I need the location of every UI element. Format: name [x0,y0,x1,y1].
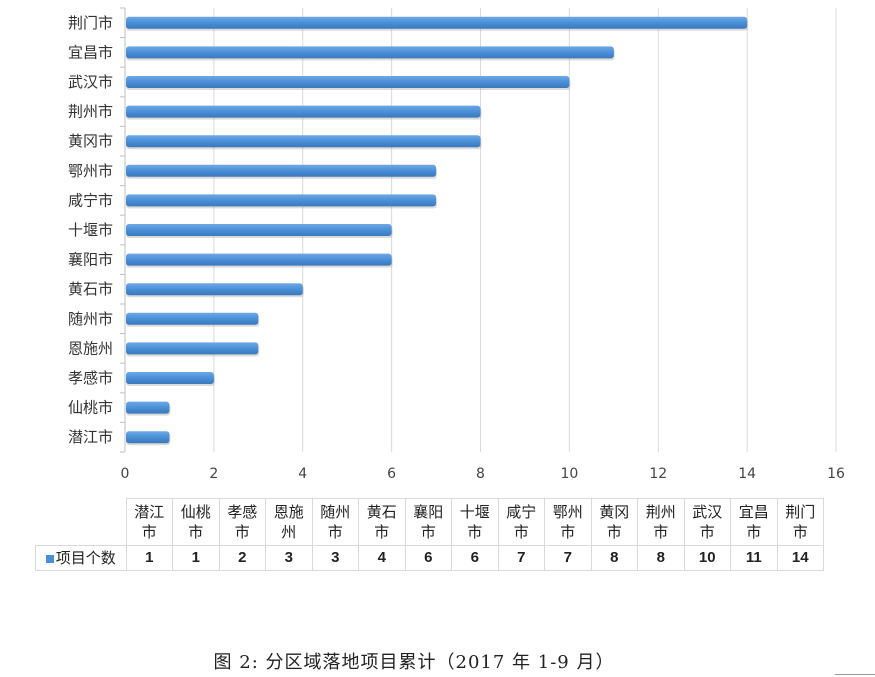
bar [126,401,170,414]
bar-chart: 0 2 4 6 8 10 12 14 16 潜江市 仙桃市 孝感市 恩施州 随州市 黄石市 襄阳市 十堰市 咸宁市… [68,7,845,482]
x-tick-label: 0 [121,466,130,482]
table-header-cell: 荆门市 [776,498,824,546]
table-value-cell: 1 [172,544,220,571]
table-header-cell: 襄阳市 [404,498,452,546]
table-value-cell: 8 [590,544,638,571]
table-value-cell: 14 [776,544,824,571]
table-value-cell: 7 [544,544,592,571]
bar [126,164,437,177]
bar [126,253,392,266]
x-tick-label: 8 [476,466,485,482]
table-value-cell: 3 [311,544,359,571]
x-tick-label: 14 [738,466,756,482]
category-label: 孝感市 [68,369,113,387]
table-value-cell: 10 [683,544,731,571]
category-label: 黄冈市 [68,132,113,150]
divider [835,674,875,675]
table-header-cell: 恩施州 [265,498,313,546]
table-header-cell: 黄石市 [358,498,406,546]
category-label: 潜江市 [68,428,113,446]
category-label: 武汉市 [68,73,113,91]
table-header-cell: 十堰市 [451,498,499,546]
x-tick-label: 12 [649,466,667,482]
table-header-cell: 仙桃市 [172,498,220,546]
table-header-cell: 孝感市 [218,498,266,546]
bar [126,16,748,29]
legend-cell: 项目个数 [35,544,127,571]
bar [126,105,481,118]
table-value-cell: 11 [730,544,778,571]
category-label: 仙桃市 [68,399,113,417]
table-header-cell: 鄂州市 [544,498,592,546]
table-value-cell: 3 [265,544,313,571]
bar [126,312,259,325]
bar [126,431,170,444]
bar [126,76,570,88]
table-header-cell: 宜昌市 [730,498,778,546]
category-label: 咸宁市 [68,191,113,209]
legend-label: 项目个数 [55,549,116,567]
x-tick-label: 6 [387,466,396,482]
table-header-cell: 随州市 [311,498,359,546]
legend-swatch [45,554,54,563]
x-tick-label: 2 [209,466,218,482]
x-tick-label: 10 [560,466,578,482]
table-value-cell: 6 [451,544,499,571]
category-label: 恩施州 [68,339,113,357]
category-label: 黄石市 [68,280,113,298]
category-label: 宜昌市 [68,43,113,61]
category-label: 随州市 [68,310,113,328]
category-label: 荆州市 [68,103,113,121]
category-label: 鄂州市 [68,162,113,180]
table-header-cell: 咸宁市 [497,498,545,546]
category-label: 襄阳市 [68,251,113,269]
table-header-cell: 武汉市 [683,498,731,546]
table-header-cell: 荆州市 [637,498,685,546]
bar [126,135,481,148]
category-label: 荆门市 [68,14,113,32]
data-table: 潜江市 仙桃市 孝感市 恩施州 随州市 黄石市 襄阳市 十堰市 咸宁市 鄂州市 黄冈市 荆州市 武汉市宜… [35,498,824,571]
table-header-cell: 潜江市 [125,498,173,546]
x-tick-label: 16 [827,466,845,482]
table-value-cell: 4 [358,544,406,571]
x-tick-label: 4 [298,466,307,482]
bar [126,372,214,384]
table-corner [35,498,127,546]
table-header-cell: 黄冈市 [590,498,638,546]
figure-caption: 图 2: 分区域落地项目累计（2017 年 1-9 月） [213,652,615,673]
table-value-cell: 1 [125,544,173,571]
table-value-cell: 2 [218,544,266,571]
bar [126,342,259,355]
bar [126,224,392,236]
bar [126,46,614,59]
bar [126,194,437,207]
table-value-cell: 8 [637,544,685,571]
table-value-cell: 6 [404,544,452,571]
table-value-cell: 7 [497,544,545,571]
category-label: 十堰市 [68,221,113,239]
bar [126,283,303,296]
